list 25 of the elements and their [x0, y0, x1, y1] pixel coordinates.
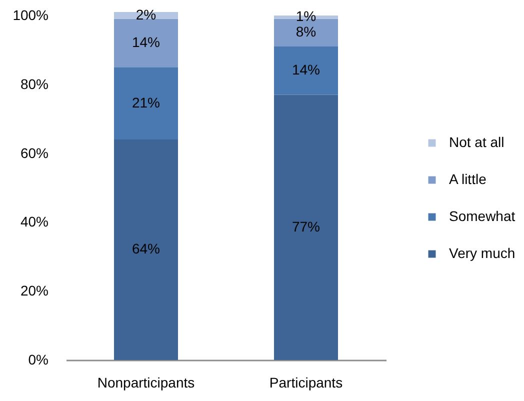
bar — [114, 18, 178, 68]
legend-label: A little — [449, 171, 487, 187]
bar — [114, 67, 178, 140]
data-label: 2% — [136, 6, 156, 22]
x-tick-label: Nonparticipants — [97, 374, 195, 390]
legend-label: Not at all — [449, 134, 504, 150]
legend-label: Very much — [449, 245, 516, 261]
x-tick-label: Participants — [269, 374, 343, 390]
bar — [274, 46, 338, 95]
data-label: 14% — [132, 34, 160, 50]
y-tick-label: 100% — [12, 6, 48, 23]
y-tick-label: 0% — [28, 352, 48, 368]
data-label: 8% — [296, 24, 316, 40]
data-label: 14% — [292, 62, 320, 78]
bar — [274, 94, 338, 360]
y-tick-label: 40% — [20, 214, 48, 230]
y-tick-label: 60% — [20, 144, 48, 161]
legend-label: Somewhat — [449, 208, 516, 224]
data-label: 77% — [292, 218, 320, 234]
data-label: 64% — [132, 240, 160, 257]
data-label: 21% — [132, 94, 160, 110]
data-label: 1% — [296, 8, 316, 24]
y-tick-label: 80% — [20, 76, 48, 92]
bar — [114, 139, 178, 360]
y-tick-label: 20% — [20, 282, 48, 299]
